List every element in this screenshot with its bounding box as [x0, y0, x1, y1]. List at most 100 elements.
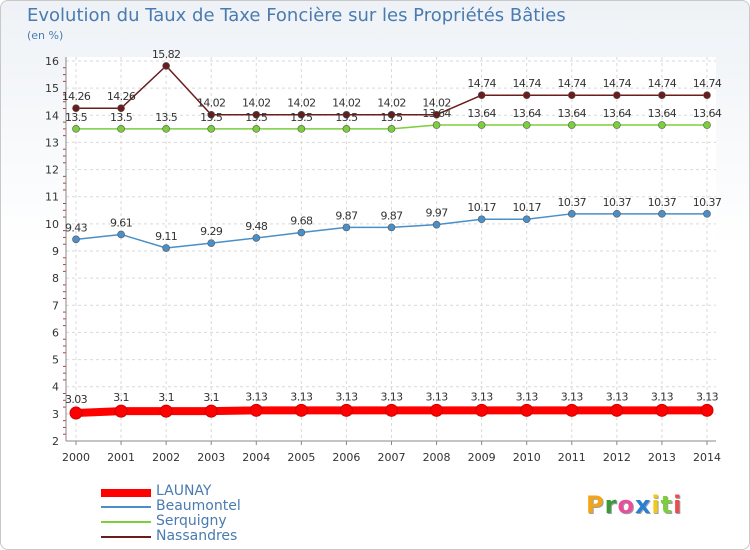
data-point-beaumontel-2009 [477, 215, 486, 224]
y-tick-label-4: 4 [52, 381, 59, 394]
x-tick-label-2013: 2013 [648, 451, 676, 464]
data-point-launay-2005 [294, 403, 308, 417]
data-point-nassandres-2013 [658, 91, 666, 99]
data-label-launay-2007: 3.13 [380, 390, 403, 403]
data-point-launay-2012 [610, 403, 624, 417]
data-point-serquigny-2012 [613, 121, 621, 129]
data-label-launay-2009: 3.13 [471, 390, 494, 403]
data-label-launay-2000: 3.03 [65, 393, 88, 406]
data-label-nassandres-2012: 14.74 [603, 77, 632, 90]
data-label-launay-2005: 3.13 [290, 390, 313, 403]
data-label-serquigny-2007: 13.5 [380, 111, 403, 124]
data-label-serquigny-2010: 13.64 [512, 107, 541, 120]
data-point-nassandres-2008 [432, 110, 441, 119]
logo-letter: t [660, 491, 674, 519]
data-point-launay-2011 [565, 403, 579, 417]
data-point-beaumontel-2010 [522, 215, 531, 224]
legend-item-beaumontel: Beaumontel [101, 498, 401, 515]
x-tick-label-2003: 2003 [197, 451, 225, 464]
data-point-beaumontel-2013 [658, 210, 666, 218]
data-label-serquigny-2001: 13.5 [110, 111, 133, 124]
logo-letter: o [617, 491, 635, 519]
data-point-beaumontel-2004 [252, 234, 261, 242]
data-point-nassandres-2002 [162, 62, 170, 70]
logo-letter: r [604, 491, 618, 519]
data-point-beaumontel-2002 [162, 244, 170, 252]
data-point-nassandres-2005 [297, 110, 306, 119]
data-label-beaumontel-2006: 9.87 [335, 209, 358, 222]
y-tick-label-2: 2 [52, 435, 59, 448]
data-point-serquigny-2006 [342, 125, 351, 133]
data-point-nassandres-2006 [342, 110, 351, 119]
y-tick-label-10: 10 [45, 218, 59, 231]
x-tick-label-2009: 2009 [468, 451, 496, 464]
x-tick-label-2012: 2012 [603, 451, 631, 464]
data-label-serquigny-2004: 13.5 [245, 111, 268, 124]
logo-letter: i [651, 491, 661, 519]
data-point-launay-2010 [520, 403, 534, 417]
data-point-beaumontel-2007 [387, 223, 396, 232]
legend-swatch-launay [101, 489, 151, 497]
data-label-beaumontel-2004: 9.48 [245, 220, 268, 233]
x-tick-label-2008: 2008 [423, 451, 451, 464]
data-point-launay-2000 [69, 406, 83, 420]
data-label-beaumontel-2000: 9.43 [65, 221, 88, 234]
data-label-launay-2003: 3.1 [203, 391, 219, 404]
data-point-serquigny-2000 [72, 125, 80, 133]
data-point-beaumontel-2001 [117, 230, 125, 239]
data-point-serquigny-2010 [522, 121, 531, 129]
data-label-nassandres-2007: 14.02 [377, 97, 406, 110]
data-label-serquigny-2008: 13.64 [422, 107, 451, 120]
data-label-nassandres-2002: 15.82 [152, 48, 181, 61]
data-point-nassandres-2011 [567, 91, 576, 99]
data-label-serquigny-2012: 13.64 [603, 107, 632, 120]
x-tick-label-2010: 2010 [513, 451, 541, 464]
y-tick-label-13: 13 [45, 136, 59, 149]
x-tick-label-2001: 2001 [107, 451, 135, 464]
legend-item-launay: LAUNAY [101, 483, 401, 500]
logo-letter: P [586, 491, 605, 519]
x-tick-label-2004: 2004 [242, 451, 270, 464]
data-point-beaumontel-2003 [207, 239, 216, 247]
data-point-serquigny-2001 [117, 125, 125, 133]
data-label-beaumontel-2001: 9.61 [110, 216, 132, 229]
data-point-serquigny-2013 [658, 121, 666, 129]
legend-item-nassandres: Nassandres [101, 528, 401, 545]
data-point-launay-2014 [700, 403, 714, 417]
logo-letter: i [673, 491, 683, 519]
data-point-launay-2013 [655, 403, 669, 417]
data-point-launay-2006 [339, 403, 353, 417]
data-label-serquigny-2000: 13.5 [65, 111, 88, 124]
data-label-beaumontel-2012: 10.37 [603, 196, 632, 209]
data-point-serquigny-2011 [567, 121, 576, 129]
data-point-launay-2001 [114, 404, 128, 418]
data-label-serquigny-2013: 13.64 [648, 107, 677, 120]
data-label-beaumontel-2003: 9.29 [200, 225, 223, 238]
data-label-launay-2013: 3.13 [651, 390, 674, 403]
data-label-serquigny-2005: 13.5 [290, 111, 313, 124]
y-tick-label-12: 12 [45, 164, 59, 177]
data-label-nassandres-2003: 14.02 [197, 97, 226, 110]
data-point-nassandres-2007 [387, 110, 396, 119]
x-tick-label-2011: 2011 [558, 451, 586, 464]
logo-letter: x [634, 491, 652, 519]
data-label-launay-2008: 3.13 [426, 390, 449, 403]
x-tick-label-2005: 2005 [287, 451, 315, 464]
legend-label-launay: LAUNAY [156, 483, 212, 499]
data-label-beaumontel-2010: 10.17 [512, 201, 541, 214]
data-point-launay-2009 [475, 403, 489, 417]
data-label-nassandres-2009: 14.74 [467, 77, 496, 90]
data-label-serquigny-2003: 13.5 [200, 111, 223, 124]
data-point-nassandres-2001 [117, 104, 125, 113]
data-point-serquigny-2003 [207, 125, 216, 133]
x-tick-label-2000: 2000 [62, 451, 90, 464]
data-label-nassandres-2011: 14.74 [558, 77, 587, 90]
y-tick-label-14: 14 [45, 109, 59, 122]
data-label-serquigny-2006: 13.5 [335, 111, 358, 124]
data-label-launay-2004: 3.13 [245, 390, 268, 403]
data-label-serquigny-2014: 13.64 [693, 107, 722, 120]
data-label-beaumontel-2014: 10.37 [693, 196, 722, 209]
data-label-nassandres-2008: 14.02 [422, 97, 451, 110]
data-label-launay-2011: 3.13 [561, 390, 584, 403]
